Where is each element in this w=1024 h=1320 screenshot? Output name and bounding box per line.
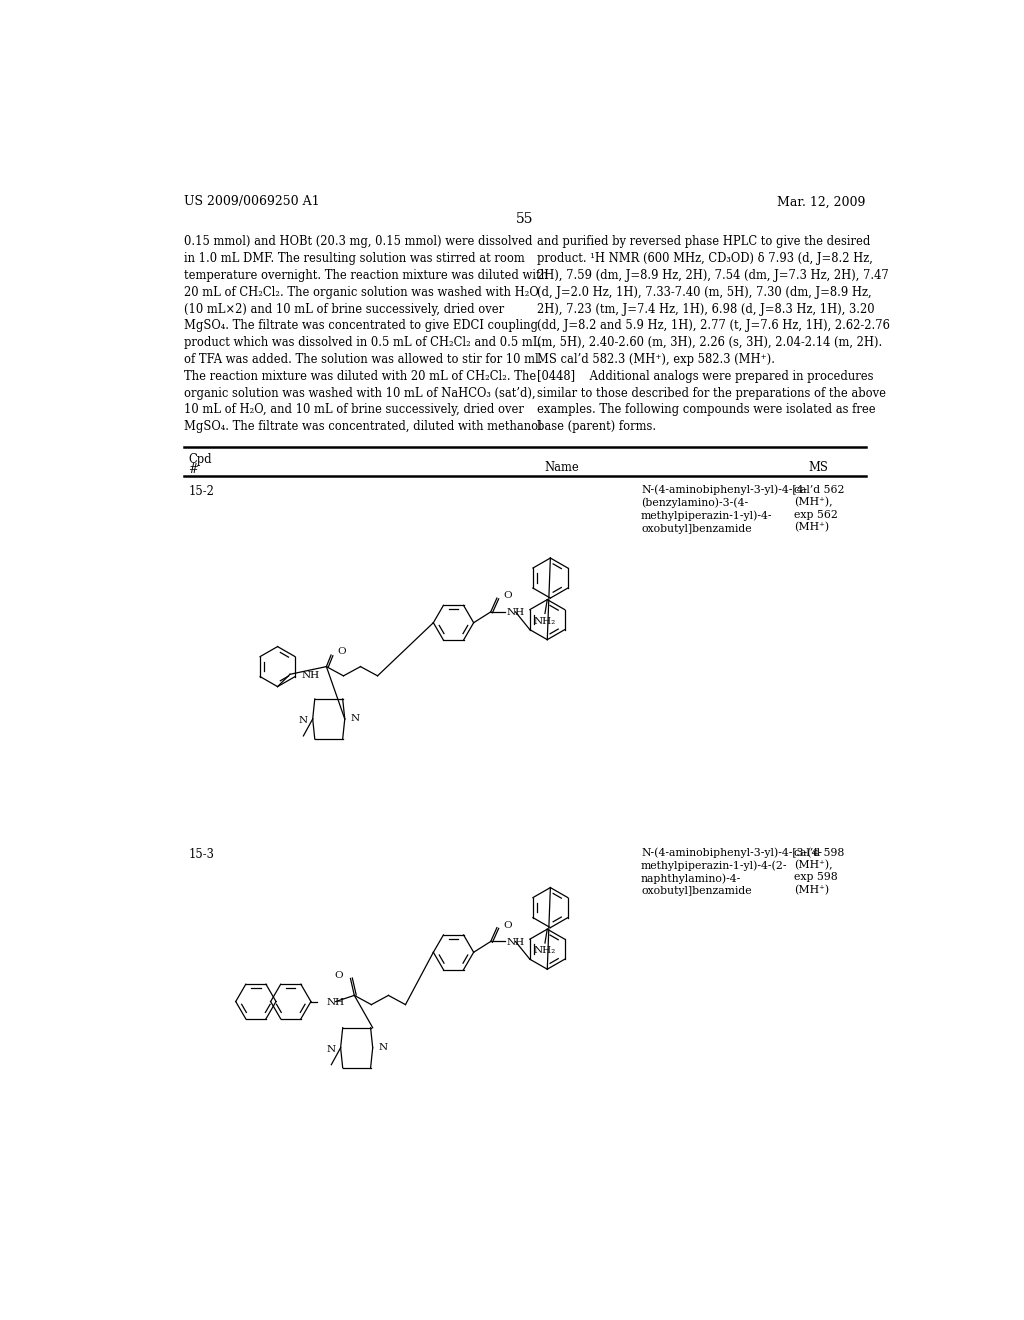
Text: N: N: [298, 715, 307, 725]
Text: O: O: [504, 591, 512, 601]
Text: N: N: [350, 714, 359, 723]
Text: N: N: [378, 1043, 387, 1052]
Text: N: N: [326, 1045, 335, 1053]
Text: MS: MS: [809, 461, 828, 474]
Text: 0.15 mmol) and HOBt (20.3 mg, 0.15 mmol) were dissolved
in 1.0 mL DMF. The resul: 0.15 mmol) and HOBt (20.3 mg, 0.15 mmol)…: [183, 235, 548, 433]
Text: NH: NH: [506, 937, 524, 946]
Text: NH: NH: [327, 998, 344, 1007]
Text: NH: NH: [506, 609, 524, 618]
Text: US 2009/0069250 A1: US 2009/0069250 A1: [183, 195, 319, 209]
Text: Mar. 12, 2009: Mar. 12, 2009: [777, 195, 866, 209]
Text: Cpd: Cpd: [188, 453, 212, 466]
Text: 55: 55: [516, 213, 534, 226]
Text: O: O: [337, 648, 346, 656]
Text: NH₂: NH₂: [534, 946, 556, 956]
Text: #: #: [188, 462, 198, 475]
Text: Name: Name: [545, 461, 580, 474]
Text: NH₂: NH₂: [534, 616, 556, 626]
Text: N-(4-aminobiphenyl-3-yl)-4-[3-(4-
methylpiperazin-1-yl)-4-(2-
naphthylamino)-4-
: N-(4-aminobiphenyl-3-yl)-4-[3-(4- methyl…: [641, 847, 822, 896]
Text: N-(4-aminobiphenyl-3-yl)-4-[4-
(benzylamino)-3-(4-
methylpiperazin-1-yl)-4-
oxob: N-(4-aminobiphenyl-3-yl)-4-[4- (benzylam…: [641, 484, 807, 533]
Text: cal’d 598
(MH⁺),
exp 598
(MH⁺): cal’d 598 (MH⁺), exp 598 (MH⁺): [795, 847, 845, 895]
Text: O: O: [334, 972, 343, 979]
Text: O: O: [504, 921, 512, 929]
Text: 15-2: 15-2: [188, 484, 214, 498]
Text: NH: NH: [302, 671, 319, 680]
Text: 15-3: 15-3: [188, 847, 214, 861]
Text: cal’d 562
(MH⁺),
exp 562
(MH⁺): cal’d 562 (MH⁺), exp 562 (MH⁺): [795, 484, 845, 532]
Text: and purified by reversed phase HPLC to give the desired
product. ¹H NMR (600 MHz: and purified by reversed phase HPLC to g…: [538, 235, 890, 433]
